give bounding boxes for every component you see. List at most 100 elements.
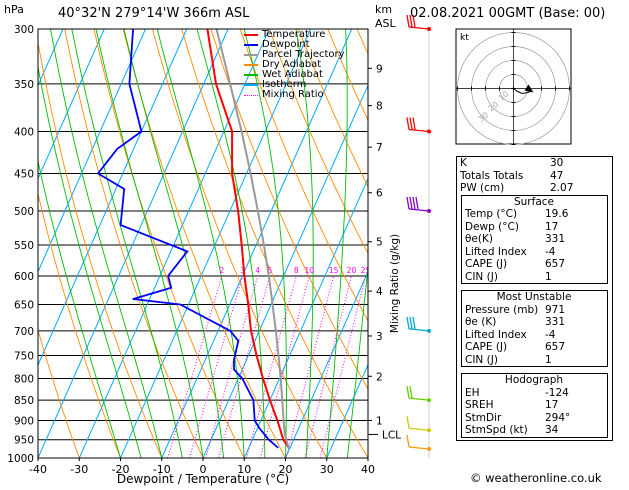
stats-value: 657 bbox=[545, 258, 603, 271]
stats-label: StmDir bbox=[465, 412, 501, 425]
pressure-tick-label: 400 bbox=[14, 127, 34, 139]
series-dewpoint-point bbox=[167, 275, 169, 277]
km-tick-label: 5 bbox=[376, 237, 383, 249]
stats-label: CAPE (J) bbox=[465, 258, 507, 271]
wind-barb-dot bbox=[427, 329, 431, 333]
stats-value: 1 bbox=[545, 354, 603, 367]
stats-row: CIN (J) 1 bbox=[462, 271, 607, 284]
stats-row: Dewp (°C)17 bbox=[462, 221, 607, 234]
wind-barb-flag bbox=[410, 197, 412, 209]
series-parcel-trajectory-point bbox=[272, 304, 274, 306]
wind-barb-dot bbox=[427, 209, 431, 213]
series-dewpoint-point bbox=[132, 298, 134, 300]
stats-label: Pressure (mb) bbox=[465, 304, 538, 317]
stats-label: CAPE (J) bbox=[465, 341, 507, 354]
series-dewpoint-point bbox=[277, 447, 279, 449]
series-dewpoint-point bbox=[129, 83, 131, 85]
wind-barb-dot bbox=[427, 398, 431, 402]
series-parcel-trajectory-point bbox=[250, 173, 252, 175]
stats-label: SREH bbox=[465, 399, 494, 412]
wind-barb-flag bbox=[413, 197, 415, 209]
stats-value: 2.07 bbox=[550, 182, 608, 195]
stats-value: -4 bbox=[545, 246, 603, 259]
stats-label: StmSpd (kt) bbox=[465, 424, 528, 437]
stats-row: θe (K)331 bbox=[462, 316, 607, 329]
stats-value: 331 bbox=[545, 316, 603, 329]
km-tick-label: 3 bbox=[376, 331, 383, 343]
wind-barb bbox=[409, 27, 429, 29]
wind-barb-dot bbox=[427, 447, 431, 451]
series-parcel-trajectory-point bbox=[229, 83, 231, 85]
series-temperature-point bbox=[247, 304, 249, 306]
dry-adiabat bbox=[0, 29, 79, 458]
stats-value: 34 bbox=[545, 424, 603, 437]
wind-barb bbox=[409, 447, 429, 449]
series-dewpoint-point bbox=[179, 304, 181, 306]
wind-barb-flag bbox=[407, 118, 409, 130]
stats-row: EH-124 bbox=[462, 387, 607, 400]
stats-row: SREH 17 bbox=[462, 399, 607, 412]
series-dewpoint-point bbox=[233, 369, 235, 371]
stats-row: K 30 bbox=[457, 157, 612, 170]
wind-barb bbox=[409, 130, 429, 132]
stats-label: Totals Totals bbox=[460, 170, 523, 183]
km-tick-label: 9 bbox=[376, 63, 383, 75]
stats-label: CIN (J) bbox=[465, 271, 498, 284]
stats-row: Lifted Index-4 bbox=[462, 329, 607, 342]
datetime-title: 02.08.2021 00GMT (Base: 00) bbox=[410, 6, 605, 21]
wind-barb-flag bbox=[407, 15, 409, 27]
stats-value: 19.6 bbox=[545, 208, 603, 221]
km-tick-label: 7 bbox=[376, 142, 383, 154]
stats-value: -124 bbox=[545, 387, 603, 400]
km-tick-label: 8 bbox=[376, 101, 383, 113]
series-temperature-point bbox=[250, 330, 252, 332]
legend-swatch-icon bbox=[244, 95, 258, 96]
pressure-tick-label: 750 bbox=[14, 350, 34, 362]
pressure-tick-label: 350 bbox=[14, 79, 34, 91]
lcl-label: LCL bbox=[382, 429, 401, 441]
series-dewpoint-point bbox=[253, 399, 255, 401]
stats-value: 30 bbox=[550, 157, 608, 170]
stats-row: StmSpd (kt) 34 bbox=[462, 424, 607, 437]
pressure-tick-label: 650 bbox=[14, 300, 34, 312]
stats-label: PW (cm) bbox=[460, 182, 504, 195]
stats-value: 17 bbox=[545, 221, 603, 234]
series-parcel-trajectory-point bbox=[268, 275, 270, 277]
legend-label: Mixing Ratio bbox=[262, 90, 324, 100]
legend-swatch-icon bbox=[244, 74, 258, 76]
temperature-tick-label: -40 bbox=[29, 463, 47, 476]
pressure-tick-label: 550 bbox=[14, 240, 34, 252]
legend-swatch-icon bbox=[244, 54, 258, 56]
series-parcel-trajectory-point bbox=[283, 420, 285, 422]
pressure-tick-label: 300 bbox=[14, 24, 34, 36]
pressure-tick-label: 800 bbox=[14, 373, 34, 385]
temperature-tick-label: 40 bbox=[361, 463, 375, 476]
stats-label: Lifted Index bbox=[465, 329, 527, 342]
stats-value: 17 bbox=[545, 399, 603, 412]
wet-adiabat bbox=[51, 29, 162, 458]
stats-label: Temp (°C) bbox=[465, 208, 517, 221]
wind-barb-flag bbox=[416, 197, 418, 209]
series-temperature-point bbox=[244, 275, 246, 277]
pressure-tick-label: 950 bbox=[14, 435, 34, 447]
stats-row: CIN (J)1 bbox=[462, 354, 607, 367]
series-dewpoint-point bbox=[97, 173, 99, 175]
stats-row: PW (cm) 2.07 bbox=[457, 182, 612, 195]
wind-barb-flag bbox=[407, 197, 409, 209]
mixing-ratio-line bbox=[286, 276, 334, 458]
series-dewpoint-point bbox=[268, 439, 270, 441]
stats-label: K bbox=[460, 157, 467, 170]
km-tick-label: 1 bbox=[376, 415, 383, 427]
series-dewpoint-point bbox=[186, 251, 188, 253]
stats-value: 1 bbox=[545, 271, 603, 284]
series-dewpoint-point bbox=[116, 148, 118, 150]
dry-adiabat bbox=[36, 29, 162, 458]
legend-swatch-icon bbox=[244, 64, 258, 66]
mixing-ratio-label: 20 bbox=[347, 266, 357, 275]
series-dewpoint-point bbox=[233, 359, 235, 361]
series-temperature-point bbox=[269, 399, 271, 401]
series-temperature-point bbox=[282, 439, 284, 441]
